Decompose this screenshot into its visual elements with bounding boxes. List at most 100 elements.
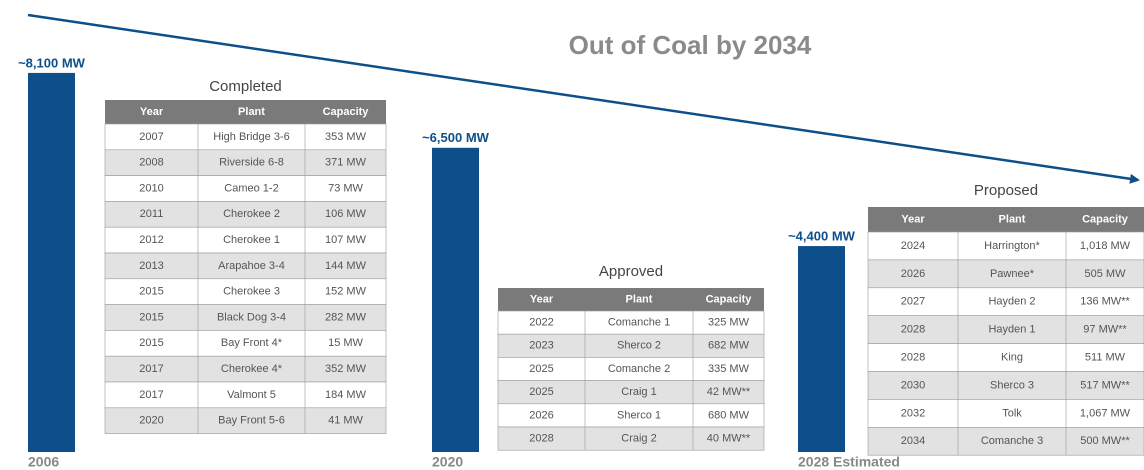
table-cell: Sherco 3: [990, 379, 1034, 391]
table-cell: Arapahoe 3-4: [218, 260, 285, 272]
table-cell: Comanche 2: [608, 363, 670, 375]
table-cell: 2011: [140, 208, 164, 220]
column-header: Plant: [626, 293, 653, 305]
table-cell: 2025: [529, 363, 553, 375]
table-row: [867, 426, 1144, 456]
table-cell: 2015: [139, 311, 163, 323]
category-label: 2020: [432, 454, 463, 470]
table-cell: 2026: [901, 268, 925, 280]
table-cell: 682 MW: [708, 340, 750, 352]
table-row: [867, 287, 1144, 316]
table-cell: 505 MW: [1085, 268, 1127, 280]
table-cell: 2007: [139, 131, 163, 143]
table-cell: Craig 2: [621, 433, 656, 445]
table-cell: 353 MW: [325, 131, 367, 143]
table-cell: 517 MW**: [1080, 379, 1130, 391]
table-cell: Riverside 6-8: [219, 157, 284, 169]
table-cell: 511 MW: [1085, 351, 1126, 363]
table-row: [104, 252, 387, 280]
column-header: Capacity: [323, 106, 370, 118]
table-cell: 152 MW: [325, 286, 367, 298]
table-cell: 42 MW**: [707, 386, 751, 398]
table-cell: 15 MW: [328, 337, 363, 349]
table-cell: 2027: [901, 296, 925, 308]
column-header: Plant: [999, 213, 1026, 225]
table-row: [104, 175, 387, 202]
trend-arrow: [27, 13, 1140, 184]
table-header: [498, 288, 764, 311]
table-cell: Bay Front 4*: [221, 337, 283, 349]
table-cell: 136 MW**: [1080, 296, 1130, 308]
table-caption: Completed: [209, 78, 282, 95]
column-header: Capacity: [706, 293, 753, 305]
table-cell: 2010: [139, 182, 163, 194]
table-row: [104, 149, 387, 176]
table-cell: 2024: [901, 240, 925, 252]
table-cell: 2012: [139, 234, 163, 246]
table-cell: High Bridge 3-6: [213, 131, 289, 143]
table-cell: 352 MW: [325, 363, 367, 375]
table-cell: 500 MW**: [1080, 435, 1130, 447]
table-cell: 2028: [529, 433, 553, 445]
table-cell: 371 MW: [325, 157, 367, 169]
table-cell: 40 MW**: [707, 433, 751, 445]
bar: [432, 147, 479, 453]
table-caption: Proposed: [974, 182, 1038, 199]
table-cell: 2020: [139, 415, 163, 427]
table-cell: Sherco 1: [617, 409, 661, 421]
table-caption: Approved: [599, 263, 663, 280]
table-row: [104, 407, 387, 434]
table-cell: 107 MW: [325, 234, 367, 246]
table-cell: 335 MW: [708, 363, 750, 375]
table-cell: 2015: [139, 337, 163, 349]
table-cell: 41 MW: [328, 415, 363, 427]
table-cell: 144 MW: [325, 260, 367, 272]
table-cell: 2026: [529, 409, 553, 421]
table-cell: 325 MW: [708, 317, 750, 329]
table-cell: Cherokee 1: [223, 234, 280, 246]
column-header: Year: [901, 213, 925, 225]
table-row: [104, 355, 387, 383]
table-row: [104, 201, 387, 228]
table-cell: 1,018 MW: [1080, 240, 1131, 252]
table-cell: King: [1001, 351, 1023, 363]
column-header: Year: [140, 106, 164, 118]
category-label: 2006: [28, 454, 59, 470]
table-cell: 2034: [901, 435, 925, 447]
table-cell: 2032: [901, 407, 925, 419]
table-cell: 2017: [139, 389, 163, 401]
table-header: [105, 100, 386, 124]
table-cell: 106 MW: [325, 208, 367, 220]
table-row: [104, 123, 387, 151]
table-cell: Cherokee 3: [223, 286, 280, 298]
table-header: [868, 207, 1144, 232]
value-label: ~4,400 MW: [788, 229, 856, 244]
table-row: [104, 304, 387, 331]
table-row: [104, 330, 387, 357]
column-header: Year: [530, 293, 554, 305]
table-row: [867, 399, 1144, 428]
table-cell: Bay Front 5-6: [218, 415, 285, 427]
table-cell: 282 MW: [325, 311, 367, 323]
table-cell: Valmont 5: [227, 389, 276, 401]
table-cell: Harrington*: [984, 240, 1040, 252]
table-cell: Hayden 2: [988, 296, 1035, 308]
table-cell: 73 MW: [328, 182, 363, 194]
table-row: [104, 381, 387, 409]
table-cell: Black Dog 3-4: [217, 311, 286, 323]
table-row: [867, 259, 1144, 289]
table-cell: Hayden 1: [988, 324, 1035, 336]
category-label: 2028 Estimated: [798, 454, 900, 470]
table-cell: Craig 1: [621, 386, 656, 398]
table-cell: 2030: [901, 379, 925, 391]
table-cell: Comanche 3: [981, 435, 1043, 447]
table-row: [497, 426, 765, 451]
column-header: Plant: [238, 106, 265, 118]
bar: [798, 246, 845, 452]
table-cell: 2013: [139, 260, 163, 272]
table-cell: 97 MW**: [1083, 324, 1127, 336]
table-row: [867, 231, 1144, 261]
table-cell: Tolk: [1002, 407, 1022, 419]
table-cell: 184 MW: [325, 389, 367, 401]
